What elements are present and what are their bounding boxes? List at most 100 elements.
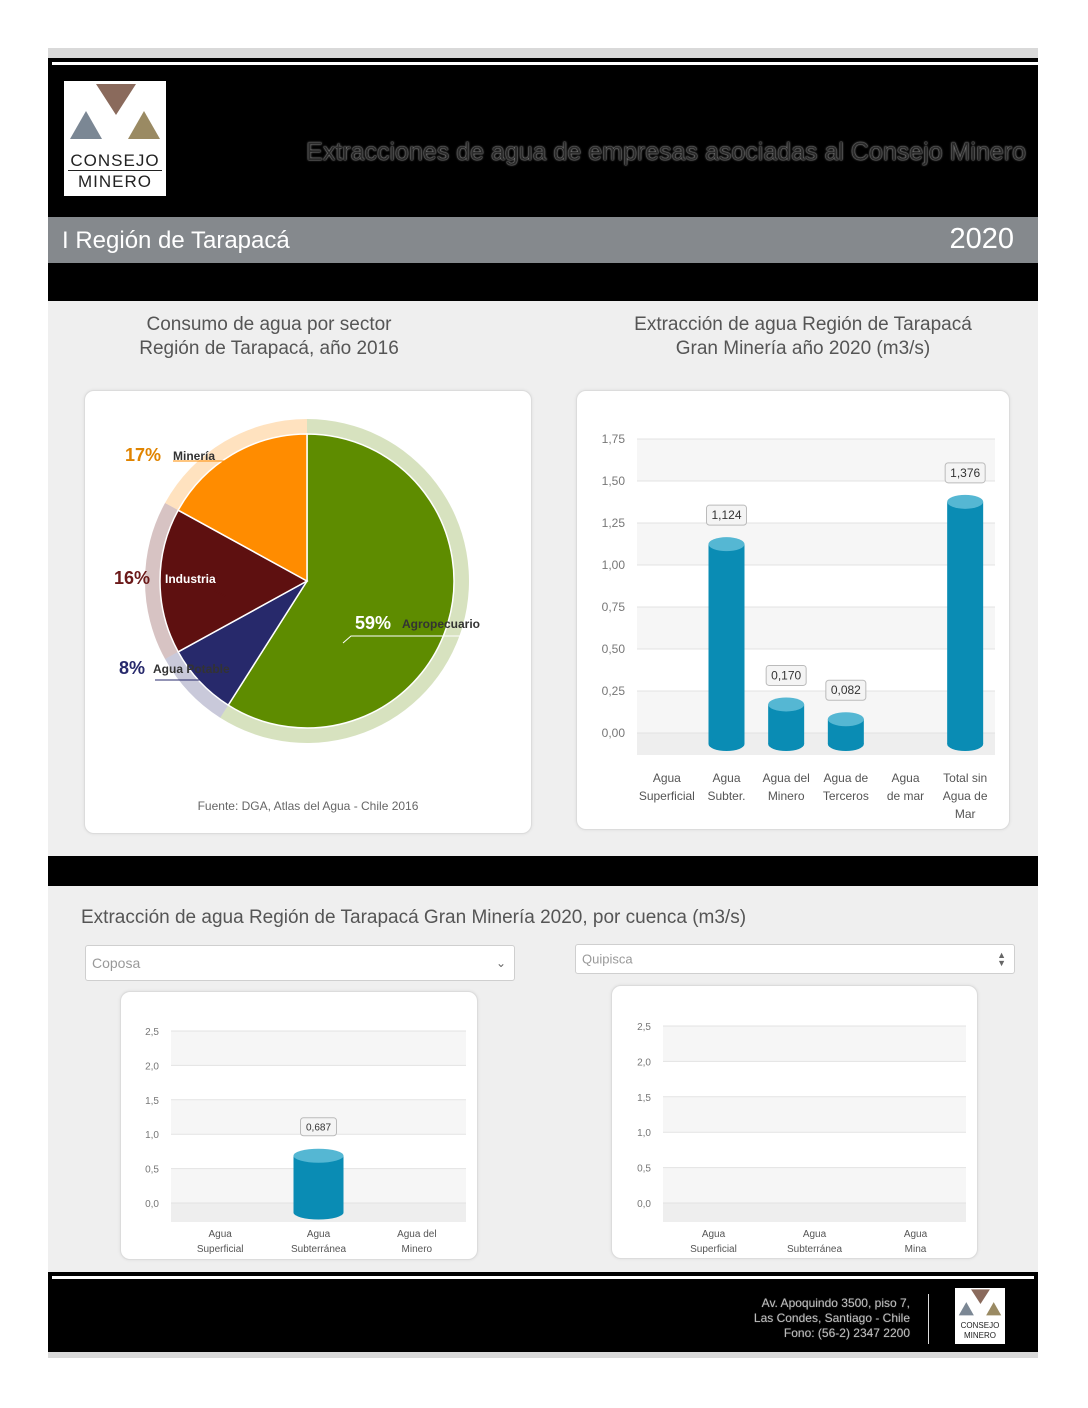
x-category-label: Terceros	[823, 789, 869, 803]
header: CONSEJO MINERO Extracciones de agua de e…	[48, 58, 1038, 218]
y-tick-label: 0,0	[637, 1199, 651, 1210]
y-tick-label: 1,75	[602, 432, 626, 446]
plot-band	[171, 1031, 466, 1066]
y-tick-label: 0,25	[602, 684, 626, 698]
y-tick-label: 0,0	[145, 1199, 159, 1210]
x-category-label: Total sin	[943, 771, 987, 785]
chevron-down-icon: ⌄	[495, 956, 506, 970]
pie-slice-industria	[159, 509, 309, 653]
data-label-box	[825, 679, 867, 701]
x-category-label: Subterránea	[291, 1244, 346, 1255]
y-tick-label: 1,5	[637, 1093, 651, 1104]
region-name: I Región de Tarapacá	[62, 227, 290, 254]
pie-leader-industria	[165, 589, 228, 598]
data-label-box	[706, 504, 747, 526]
y-tick-label: 0,75	[602, 600, 626, 614]
x-category-label: Agua del	[397, 1229, 436, 1240]
x-category-label: Agua	[702, 1229, 726, 1240]
data-label: 0,170	[771, 668, 801, 682]
bar-base	[293, 1205, 344, 1220]
y-tick-label: 0,5	[637, 1164, 651, 1175]
plot-band	[637, 523, 995, 565]
footer-logo-line2: MINERO	[964, 1331, 996, 1340]
y-tick-label: 2,0	[637, 1057, 651, 1068]
pie-chart-title: Consumo de agua por sector Región de Tar…	[84, 313, 454, 361]
plot-band	[663, 1096, 966, 1133]
x-category-label: Superficial	[690, 1244, 737, 1255]
bar-top	[768, 697, 805, 712]
basin-select-left-value: Coposa	[92, 955, 141, 971]
footer-logo: CONSEJO MINERO	[955, 1288, 1005, 1344]
y-tick-label: 0,50	[602, 642, 626, 656]
logo-text-line2: MINERO	[78, 172, 152, 191]
footer-address: Av. Apoquindo 3500, piso 7, Las Condes, …	[754, 1296, 910, 1341]
top-grey-strip	[48, 48, 1038, 58]
bar	[708, 544, 745, 744]
bar-top	[947, 494, 984, 509]
x-category-label: de mar	[887, 789, 924, 803]
bar-chart-gran-mineria: 0,00 0,25 0,50 0,75 1,00 1,25 1,50 1,75 Agua Supe…	[602, 432, 995, 821]
x-category-label: Subterránea	[787, 1244, 842, 1255]
report-title: Extracciones de agua de empresas asociad…	[306, 138, 1026, 166]
y-tick-label: 2,0	[145, 1061, 159, 1072]
region-bar: I Región de Tarapacá 2020	[48, 217, 1038, 263]
pie-chart: 59% Agropecuario 8% Agua Potable 16% Industri…	[114, 419, 485, 743]
pie-label-agropecuario: Agropecuario	[402, 617, 480, 631]
bar-title-line1: Extracción de agua Región de Tarapacá	[634, 314, 972, 335]
x-category-label: Superficial	[197, 1244, 244, 1255]
logo-triangles-icon	[70, 84, 160, 139]
bar-top	[293, 1148, 344, 1163]
plot-band	[637, 439, 995, 481]
basin-chart-card-right: 0,0 0,5 1,0 1,5 2,0 2,5 Agua Superficial Agua Sub…	[611, 985, 978, 1259]
x-category-label: Subter.	[707, 789, 745, 803]
y-tick-label: 0,5	[145, 1165, 159, 1176]
pie-label-industria: Industria	[165, 572, 216, 586]
pie-slice-agropecuario	[227, 433, 455, 729]
pie-leader-minería	[173, 460, 242, 470]
y-tick-label: 1,0	[145, 1130, 159, 1141]
basin-select-left[interactable]: Coposa ⌄	[85, 945, 515, 981]
x-category-label: Minero	[402, 1244, 433, 1255]
bar-top	[827, 712, 864, 727]
y-tick-label: 1,5	[145, 1096, 159, 1107]
bar-chart-title: Extracción de agua Región de Tarapacá Gr…	[598, 313, 1008, 361]
footer-divider	[928, 1294, 929, 1344]
pie-pct-agropecuario: 59%	[355, 613, 391, 633]
pie-leader-agua-potable	[155, 671, 246, 681]
x-category-label: Agua	[904, 1229, 928, 1240]
middle-band	[48, 856, 1038, 886]
x-category-label: Mar	[955, 807, 976, 821]
footer-phone: Fono: (56-2) 2347 2200	[783, 1326, 910, 1340]
logo-divider	[68, 170, 162, 171]
x-category-label: Agua	[891, 771, 919, 785]
x-category-label: Agua	[712, 771, 740, 785]
x-category-label: Agua de	[823, 771, 868, 785]
plot-band	[637, 691, 995, 733]
x-category-label: Agua	[307, 1229, 331, 1240]
bar-chart-coposa: 0,0 0,5 1,0 1,5 2,0 2,5 Agua Superficial Agua Sub…	[145, 1027, 466, 1255]
pie-chart-card: 59% Agropecuario 8% Agua Potable 16% Industri…	[84, 390, 532, 834]
logo-text-line1: CONSEJO	[70, 151, 160, 170]
y-tick-label: 1,0	[637, 1128, 651, 1139]
y-tick-label: 1,00	[602, 558, 626, 572]
pie-title-line1: Consumo de agua por sector	[146, 314, 392, 335]
header-rule	[52, 62, 1038, 65]
x-category-label: Superficial	[639, 789, 695, 803]
bar	[293, 1155, 344, 1213]
header-band	[48, 263, 1038, 301]
bar-base	[827, 737, 864, 751]
basin-select-right-value: Quipisca	[582, 951, 633, 967]
plot-band	[663, 1167, 966, 1203]
footer-address-line2: Las Condes, Santiago - Chile	[753, 1311, 910, 1325]
x-category-label: Mina	[905, 1244, 927, 1255]
pie-source: Fuente: DGA, Atlas del Agua - Chile 2016	[197, 799, 419, 813]
updown-arrows-icon: ▲ ▼	[997, 950, 1006, 968]
footer-logo-triangles-icon	[958, 1289, 1002, 1316]
report-year: 2020	[949, 223, 1014, 255]
data-label: 1,124	[711, 508, 741, 522]
pie-slice-minería	[177, 433, 308, 583]
footer-rule	[52, 1276, 1034, 1279]
data-label-box	[944, 462, 986, 484]
basin-select-right[interactable]: Quipisca ▲ ▼	[575, 944, 1015, 974]
pie-title-line2: Región de Tarapacá, año 2016	[139, 338, 399, 359]
